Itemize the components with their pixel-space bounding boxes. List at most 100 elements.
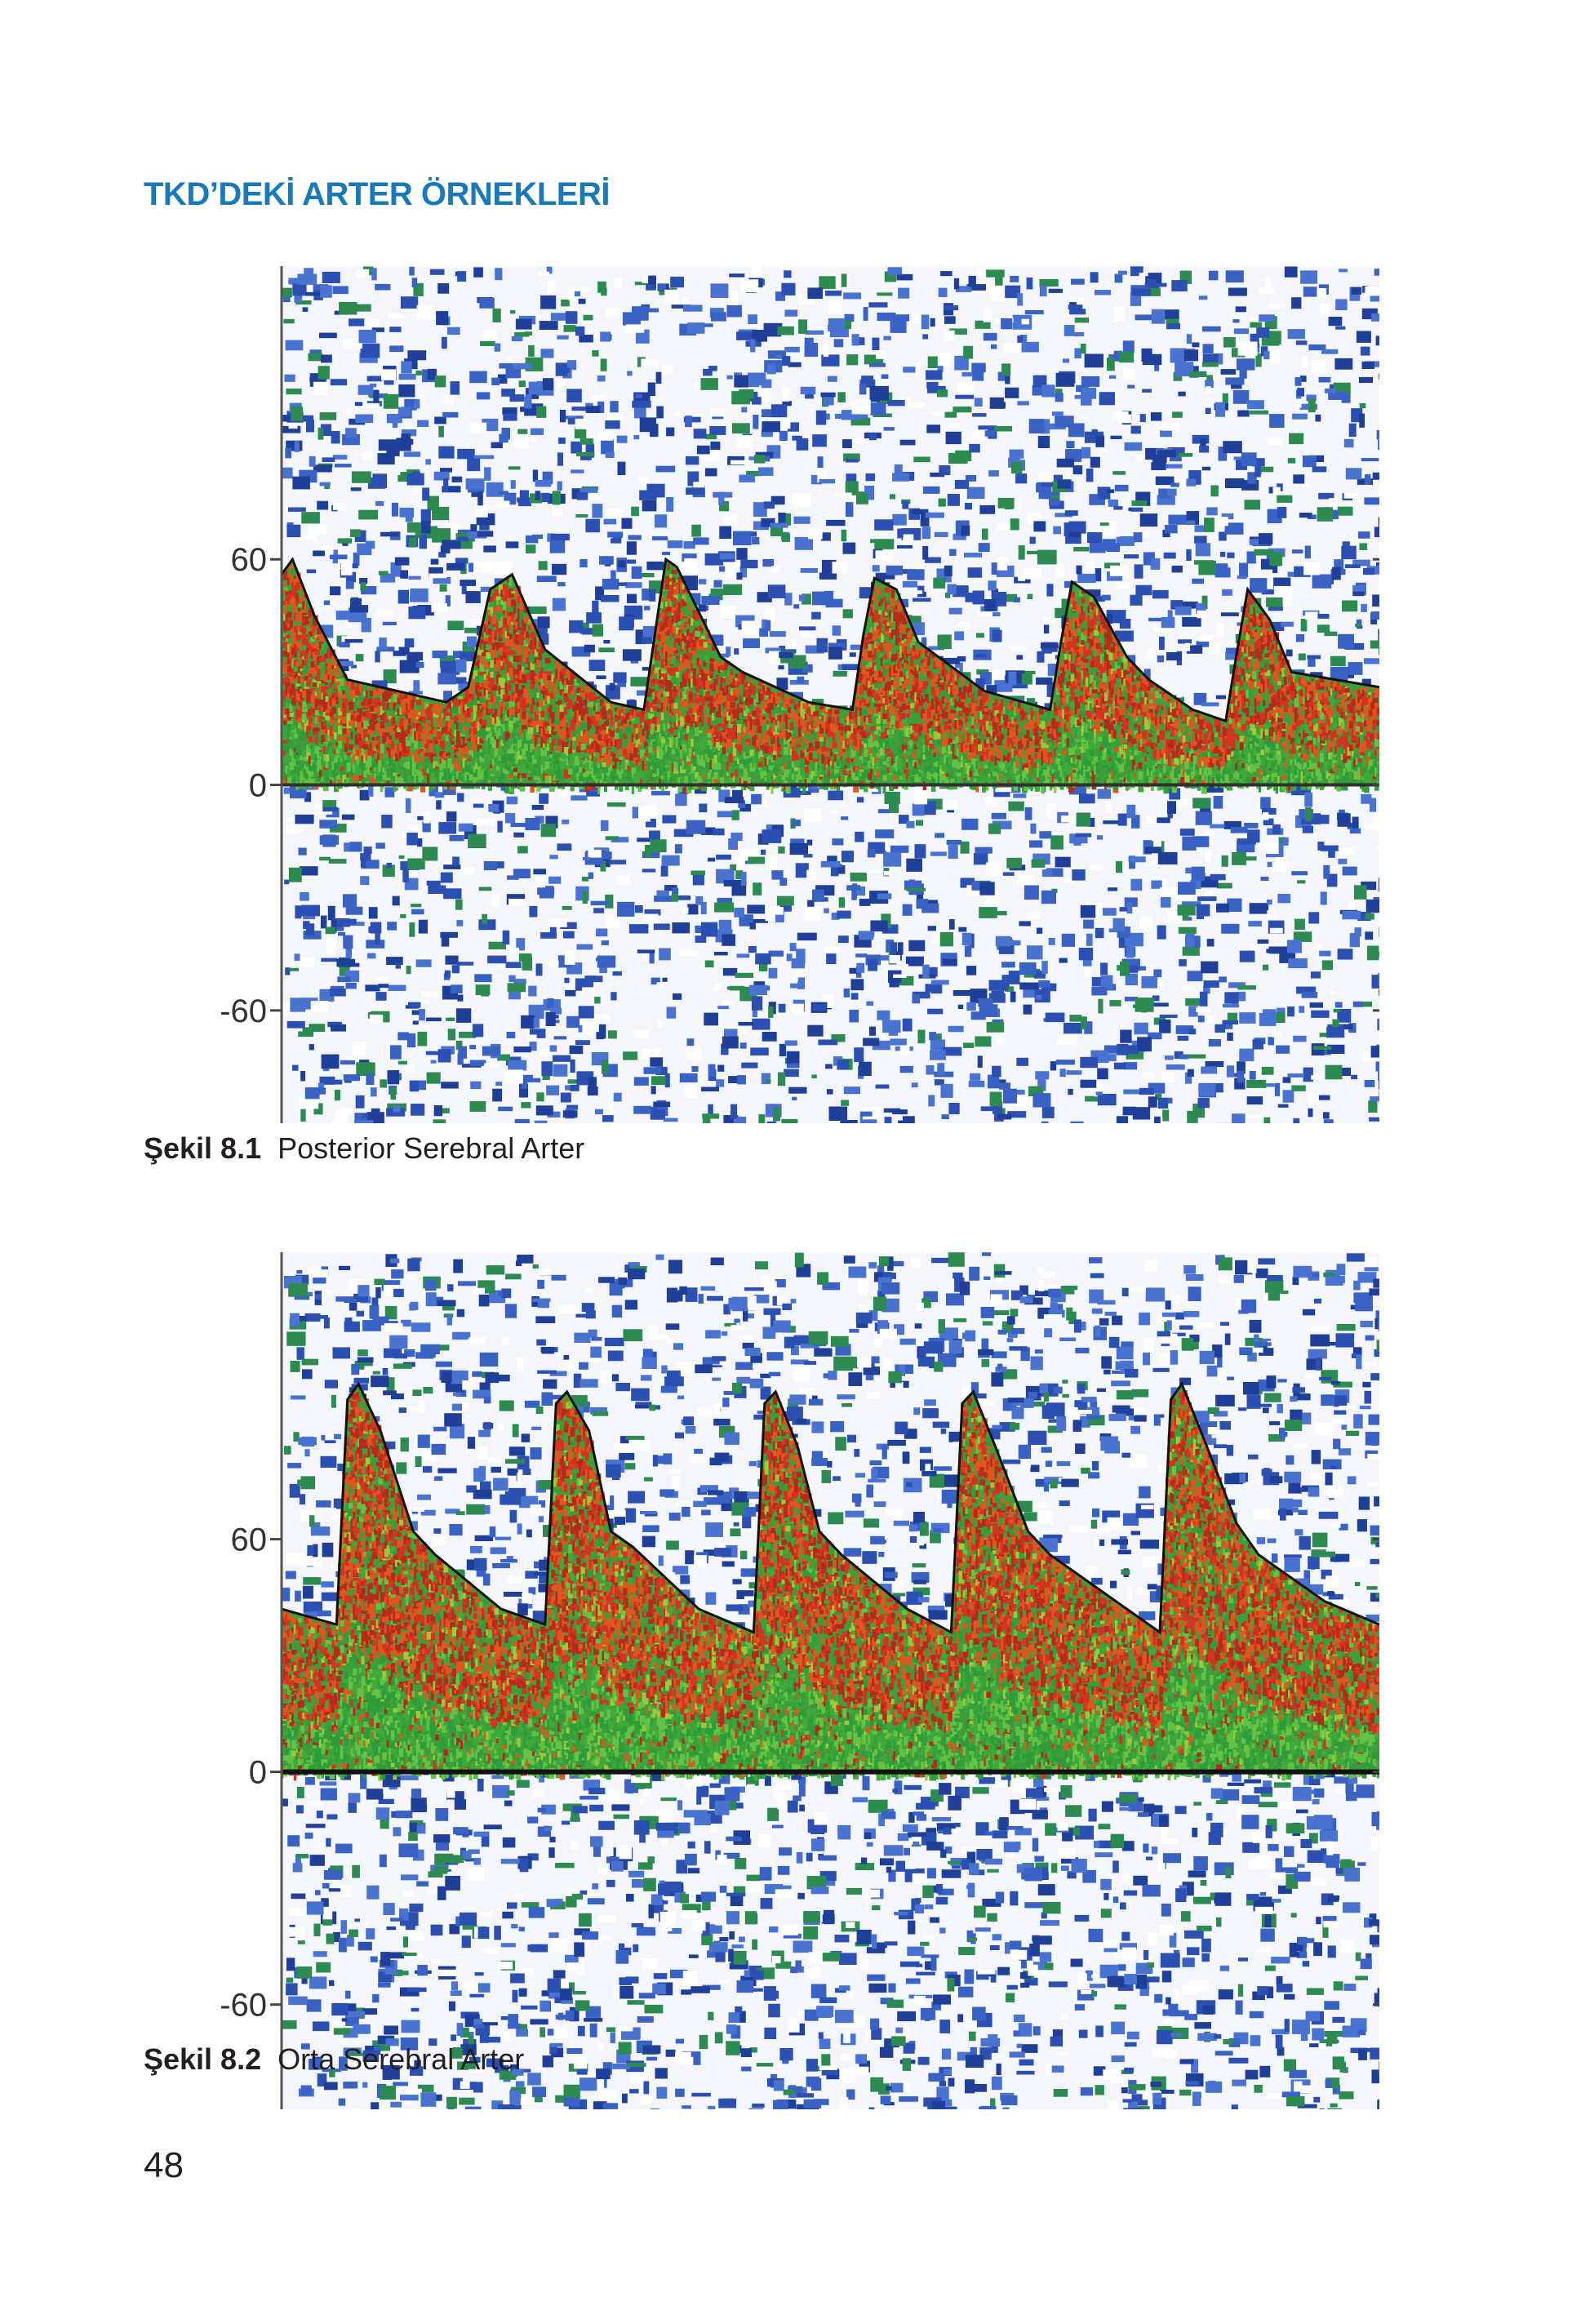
noise-speck <box>867 848 876 858</box>
noise-speck <box>641 358 659 367</box>
noise-speck <box>1171 565 1183 573</box>
noise-speck <box>470 422 487 433</box>
noise-speck <box>600 331 611 342</box>
spectral-speck <box>386 763 390 767</box>
noise-speck <box>1131 500 1148 506</box>
noise-speck <box>318 366 330 380</box>
noise-speck <box>731 810 739 820</box>
noise-speck <box>1223 441 1242 454</box>
noise-speck <box>354 1120 374 1123</box>
spectral-speck <box>289 652 292 659</box>
noise-speck <box>538 271 549 276</box>
noise-speck <box>404 638 415 648</box>
noise-speck <box>525 535 539 544</box>
noise-speck <box>286 389 302 395</box>
spectral-speck <box>399 693 402 703</box>
noise-speck <box>418 919 428 934</box>
noise-speck <box>1342 866 1357 876</box>
noise-speck <box>1175 1025 1194 1034</box>
noise-speck <box>1264 278 1272 288</box>
noise-speck <box>295 905 302 919</box>
noise-speck <box>434 416 446 424</box>
noise-speck <box>517 429 528 435</box>
noise-speck <box>1091 977 1101 987</box>
spectral-speck <box>293 585 297 592</box>
noise-speck <box>535 491 540 500</box>
noise-speck <box>967 567 983 578</box>
noise-speck <box>708 366 717 371</box>
noise-speck <box>1179 959 1187 966</box>
spectral-speck <box>441 746 445 751</box>
noise-speck <box>897 544 913 549</box>
spectral-speck <box>327 700 331 708</box>
noise-speck <box>842 439 852 449</box>
noise-speck <box>1082 955 1092 966</box>
noise-speck <box>507 356 513 362</box>
spectral-speck <box>374 753 378 760</box>
noise-speck <box>527 1034 537 1042</box>
spectral-speck <box>300 705 305 710</box>
noise-speck <box>912 994 921 1004</box>
spectral-speck <box>304 676 309 685</box>
spectral-speck <box>357 714 362 722</box>
noise-speck <box>965 593 979 602</box>
noise-speck <box>1037 435 1050 448</box>
noise-speck <box>602 1115 614 1122</box>
noise-speck <box>580 559 588 568</box>
noise-speck <box>480 586 496 592</box>
spectral-speck <box>367 767 371 773</box>
spectral-speck <box>386 747 390 752</box>
spectral-speck <box>331 691 335 701</box>
spectral-speck <box>293 674 297 679</box>
spectral-speck <box>329 682 333 689</box>
spectral-speck <box>285 744 290 754</box>
noise-speck <box>1250 322 1263 328</box>
spectral-speck <box>293 776 298 782</box>
noise-speck <box>705 468 717 477</box>
noise-speck <box>1114 273 1123 283</box>
noise-speck <box>931 411 947 415</box>
noise-speck <box>1021 318 1030 325</box>
spectral-speck <box>424 768 429 773</box>
noise-speck <box>864 354 884 365</box>
noise-speck <box>890 845 909 853</box>
noise-speck <box>1017 335 1024 343</box>
noise-speck <box>637 690 649 696</box>
noise-speck <box>397 1060 407 1065</box>
noise-speck <box>513 362 532 370</box>
noise-speck <box>1222 589 1232 596</box>
noise-speck <box>467 458 481 472</box>
noise-speck <box>433 1105 442 1117</box>
spectral-speck <box>430 732 437 740</box>
noise-speck <box>843 988 850 998</box>
noise-speck <box>1073 839 1081 846</box>
noise-speck <box>943 1046 962 1056</box>
noise-speck <box>984 430 995 437</box>
spectral-speck <box>295 744 300 753</box>
noise-speck <box>649 950 655 964</box>
noise-speck <box>306 923 315 935</box>
spectral-speck <box>384 713 388 722</box>
noise-speck <box>927 385 946 393</box>
noise-speck <box>386 450 400 456</box>
noise-speck <box>430 558 439 565</box>
noise-speck <box>640 573 655 578</box>
spectral-speck <box>298 655 301 660</box>
noise-speck <box>1308 398 1316 413</box>
noise-speck <box>1339 1024 1353 1030</box>
noise-speck <box>997 557 1008 571</box>
spectral-speck <box>282 596 287 601</box>
noise-speck <box>428 885 446 894</box>
spectral-speck <box>314 627 319 631</box>
noise-speck <box>1166 323 1181 330</box>
noise-speck <box>1132 1107 1151 1120</box>
noise-speck <box>1188 371 1207 377</box>
spectral-speck <box>310 756 314 767</box>
noise-speck <box>388 313 403 319</box>
noise-speck <box>433 577 451 584</box>
noise-speck <box>1026 512 1042 524</box>
noise-speck <box>609 860 627 864</box>
spectral-speck <box>318 770 322 778</box>
noise-speck <box>730 460 750 464</box>
noise-speck <box>1179 829 1195 836</box>
